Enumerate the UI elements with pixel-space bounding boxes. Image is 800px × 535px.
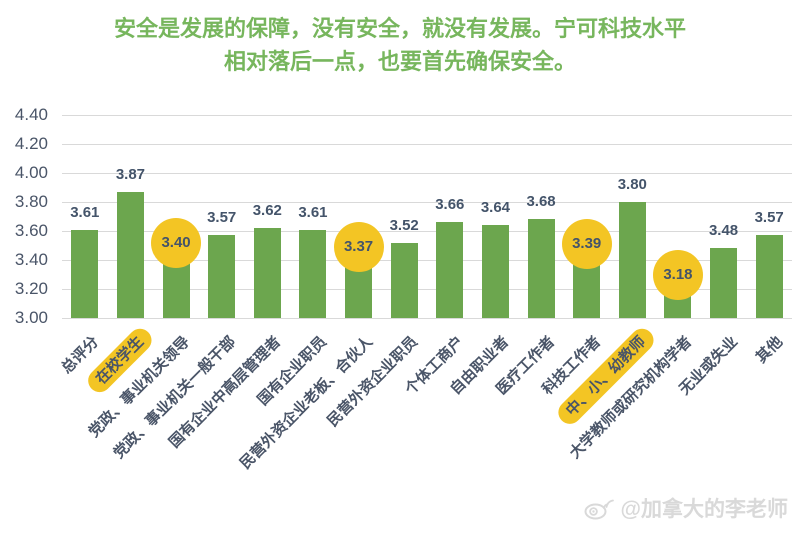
- bar-6: [299, 229, 327, 318]
- value-label: 3.62: [252, 202, 282, 220]
- bar-3: [162, 260, 190, 318]
- bar-1: [71, 229, 99, 318]
- value-label: 3.61: [298, 203, 328, 221]
- bar-5: [253, 228, 281, 318]
- y-tick-label: 3.80: [14, 192, 48, 211]
- highlight-circle: [561, 219, 612, 270]
- value-label: 3.80: [617, 176, 647, 193]
- bar-9: [436, 222, 464, 318]
- highlight-circle: [151, 218, 202, 268]
- bar-16: [755, 235, 783, 318]
- gridline: [62, 115, 792, 116]
- gridline: [62, 318, 792, 319]
- y-tick-label: 4.00: [14, 163, 48, 182]
- highlight-circle: [652, 249, 703, 300]
- y-axis: 4.40 4.20 4.00 3.80 3.60 3.40 3.20 3.00: [0, 105, 54, 327]
- bar-10: [481, 225, 509, 318]
- value-label: 3.48: [708, 222, 739, 240]
- bar-15: [710, 248, 738, 318]
- y-tick-label: 4.20: [14, 134, 48, 153]
- value-label: 3.57: [754, 209, 784, 227]
- value-label: 3.87: [115, 165, 146, 183]
- y-tick-label: 3.60: [14, 221, 48, 240]
- chart-title: 安全是发展的保障，没有安全，就没有发展。宁可科技水平 相对落后一点，也要首先确保…: [0, 12, 800, 78]
- x-axis: 总评分 在校学生 党政、事业机关领导 党政、事业机关一般干部 国有企业中高层管理者 国有企…: [58, 322, 792, 502]
- highlight-circle: [333, 222, 384, 273]
- bar-12: [573, 261, 601, 318]
- weibo-icon: [584, 499, 614, 520]
- gridline: [62, 144, 792, 145]
- bar-8: [390, 242, 418, 318]
- gridline: [62, 231, 792, 232]
- gridline: [62, 289, 792, 290]
- gridline: [62, 173, 792, 174]
- y-tick-label: 3.40: [14, 250, 48, 269]
- bar-7: [345, 264, 373, 318]
- y-tick-label: 3.00: [14, 308, 48, 327]
- bar-4: [208, 235, 236, 318]
- bar-11: [527, 219, 555, 318]
- x-category-label: 其他: [753, 333, 787, 367]
- value-label: 3.52: [389, 216, 419, 234]
- y-tick-label: 3.20: [14, 279, 48, 298]
- watermark-handle: @加拿大的李老师: [620, 498, 788, 521]
- value-label: 3.68: [526, 193, 556, 211]
- value-label: 3.61: [70, 203, 100, 221]
- gridline: [62, 260, 792, 261]
- value-label: 3.37: [343, 238, 374, 256]
- gridline: [62, 202, 792, 203]
- chart-title-line1: 安全是发展的保障，没有安全，就没有发展。宁可科技水平: [113, 16, 686, 41]
- plot-area: 3.61 3.87 3.40 3.57 3.62 3.61 3.37 3.52 3.66 3.64…: [62, 115, 792, 319]
- value-label: 3.66: [435, 196, 465, 214]
- chart-title-line2: 相对落后一点，也要首先确保安全。: [223, 49, 576, 74]
- bar-13: [618, 202, 646, 318]
- bar-2: [116, 191, 144, 318]
- value-label: 3.18: [663, 265, 693, 283]
- value-label: 3.64: [480, 199, 511, 217]
- value-label: 3.57: [207, 209, 237, 227]
- value-label: 3.39: [572, 235, 602, 253]
- y-tick-label: 4.40: [14, 105, 48, 124]
- value-label: 3.40: [161, 234, 191, 251]
- watermark: @加拿大的李老师: [583, 493, 788, 523]
